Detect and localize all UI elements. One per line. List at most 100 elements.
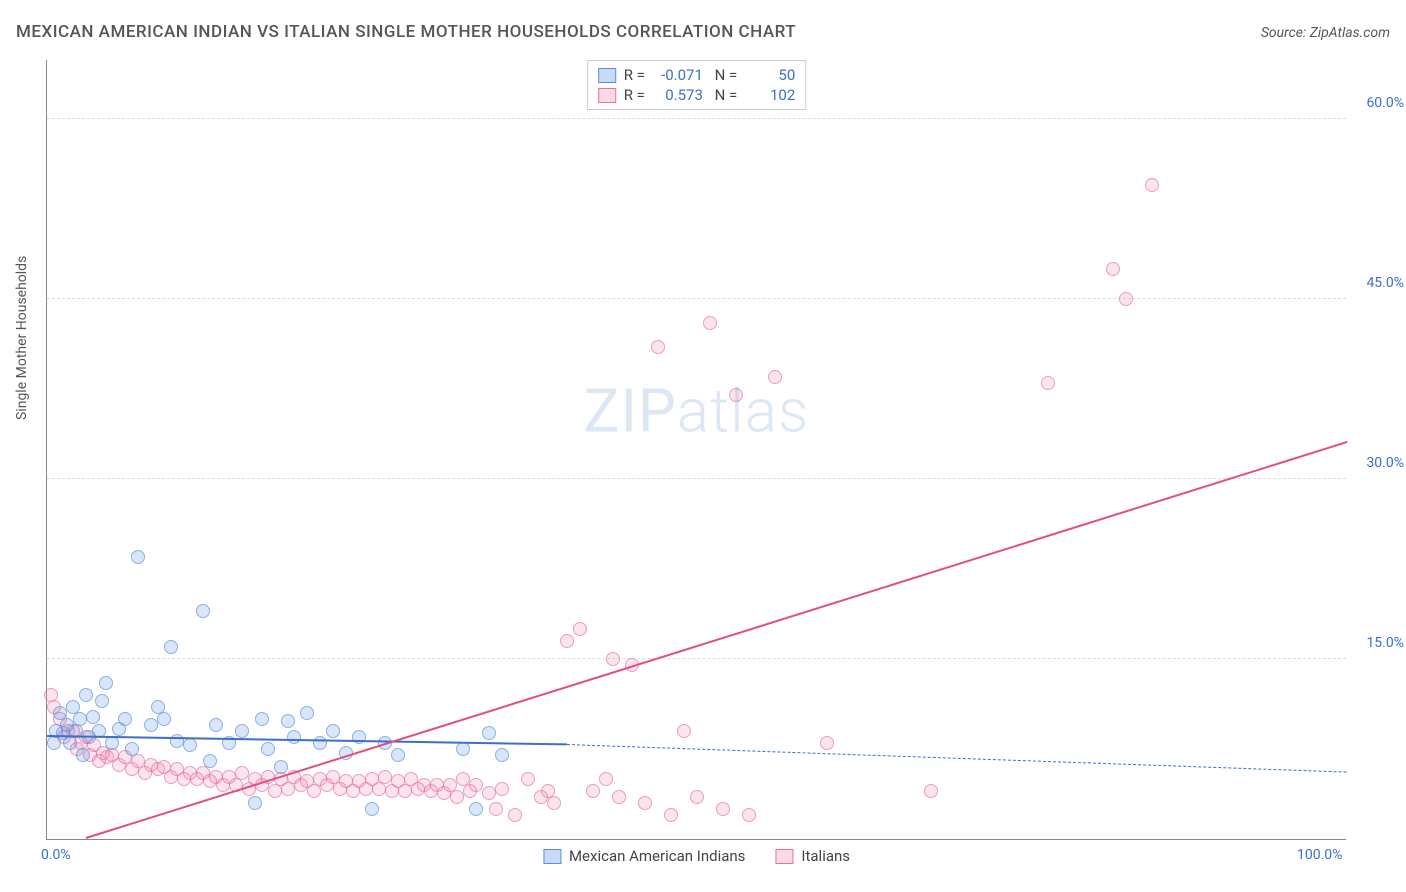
data-point	[63, 736, 77, 750]
data-point	[469, 778, 483, 792]
data-point	[281, 782, 295, 796]
data-point	[768, 370, 782, 384]
stat-n-value: 102	[745, 86, 795, 104]
data-point	[450, 790, 464, 804]
stats-row: R = -0.071 N = 50	[598, 65, 796, 85]
data-point	[125, 742, 139, 756]
y-tick-label: 45.0%	[1366, 275, 1404, 291]
data-point	[118, 712, 132, 726]
data-point	[99, 676, 113, 690]
y-tick-label: 60.0%	[1366, 95, 1404, 111]
data-point	[729, 388, 743, 402]
stat-n-value: 50	[745, 66, 795, 84]
data-point	[482, 726, 496, 740]
swatch-series-1	[598, 88, 616, 103]
source-attribution: Source: ZipAtlas.com	[1261, 25, 1390, 41]
scatter-plot-area: ZIPatlas R = -0.071 N = 50 R = 0.573 N =…	[46, 60, 1346, 840]
data-point	[1041, 376, 1055, 390]
data-point	[489, 802, 503, 816]
data-point	[1106, 262, 1120, 276]
data-point	[79, 688, 93, 702]
data-point	[255, 712, 269, 726]
data-point	[76, 748, 90, 762]
swatch-series-0	[543, 849, 561, 864]
data-point	[638, 796, 652, 810]
data-point	[157, 712, 171, 726]
stats-row: R = 0.573 N = 102	[598, 85, 796, 105]
data-point	[521, 772, 535, 786]
watermark-light: atlas	[677, 375, 810, 446]
data-point	[209, 718, 223, 732]
data-point	[248, 796, 262, 810]
data-point	[131, 550, 145, 564]
data-point	[508, 808, 522, 822]
data-point	[164, 640, 178, 654]
bottom-legend: Mexican American Indians Italians	[543, 847, 850, 865]
stat-r-label: R =	[624, 86, 645, 104]
data-point	[261, 742, 275, 756]
y-axis-label: Single Mother Households	[14, 256, 30, 420]
watermark-bold: ZIP	[584, 375, 677, 446]
data-point	[235, 766, 249, 780]
data-point	[326, 724, 340, 738]
legend-item: Italians	[775, 847, 850, 865]
data-point	[716, 802, 730, 816]
trend-line	[86, 441, 1348, 839]
legend-label: Italians	[801, 847, 850, 865]
data-point	[547, 796, 561, 810]
data-point	[1145, 178, 1159, 192]
gridline-h	[47, 298, 1346, 299]
data-point	[372, 782, 386, 796]
swatch-series-0	[598, 68, 616, 83]
data-point	[203, 754, 217, 768]
data-point	[456, 742, 470, 756]
gridline-h	[47, 118, 1346, 119]
data-point	[599, 772, 613, 786]
data-point	[170, 734, 184, 748]
watermark: ZIPatlas	[584, 375, 810, 446]
data-point	[287, 730, 301, 744]
data-point	[183, 738, 197, 752]
data-point	[73, 712, 87, 726]
data-point	[469, 802, 483, 816]
correlation-stats-box: R = -0.071 N = 50 R = 0.573 N = 102	[587, 60, 807, 110]
data-point	[300, 706, 314, 720]
data-point	[274, 760, 288, 774]
data-point	[606, 652, 620, 666]
y-tick-label: 15.0%	[1366, 635, 1404, 651]
data-point	[586, 784, 600, 798]
data-point	[398, 784, 412, 798]
data-point	[703, 316, 717, 330]
data-point	[690, 790, 704, 804]
x-tick-label: 100.0%	[1297, 847, 1342, 863]
data-point	[560, 634, 574, 648]
trend-line	[567, 744, 1347, 773]
gridline-h	[47, 478, 1346, 479]
data-point	[677, 724, 691, 738]
legend-item: Mexican American Indians	[543, 847, 745, 865]
data-point	[573, 622, 587, 636]
x-tick-label: 0.0%	[41, 847, 71, 863]
data-point	[664, 808, 678, 822]
data-point	[95, 694, 109, 708]
data-point	[281, 714, 295, 728]
data-point	[378, 770, 392, 784]
stat-r-value: -0.071	[653, 66, 703, 84]
data-point	[495, 782, 509, 796]
data-point	[313, 736, 327, 750]
data-point	[196, 604, 210, 618]
stat-r-label: R =	[624, 66, 645, 84]
data-point	[820, 736, 834, 750]
data-point	[235, 724, 249, 738]
legend-label: Mexican American Indians	[569, 847, 745, 865]
y-tick-label: 30.0%	[1366, 455, 1404, 471]
data-point	[1119, 292, 1133, 306]
data-point	[482, 786, 496, 800]
data-point	[924, 784, 938, 798]
data-point	[651, 340, 665, 354]
swatch-series-1	[775, 849, 793, 864]
data-point	[612, 790, 626, 804]
chart-title: MEXICAN AMERICAN INDIAN VS ITALIAN SINGL…	[16, 22, 796, 42]
data-point	[307, 784, 321, 798]
data-point	[268, 784, 282, 798]
